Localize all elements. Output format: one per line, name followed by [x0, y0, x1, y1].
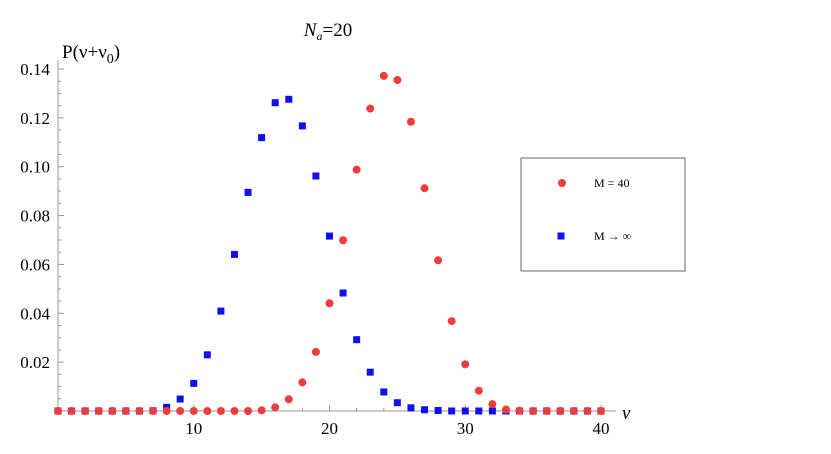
point-m40	[244, 407, 253, 415]
x-tick-label: 40	[593, 419, 610, 438]
point-m40	[352, 165, 361, 174]
point-m40	[298, 378, 307, 387]
point-minf	[258, 134, 266, 142]
data-points	[54, 71, 605, 415]
legend-marker-minf	[557, 232, 565, 240]
tick-marks	[58, 68, 602, 411]
point-minf	[366, 368, 374, 376]
y-tick-label: 0.14	[20, 60, 50, 79]
point-minf	[326, 232, 333, 240]
point-minf	[407, 404, 415, 412]
legend-label-minf: M → ∞	[594, 229, 631, 243]
point-m40	[203, 407, 212, 415]
point-m40	[325, 299, 334, 308]
y-tick-label: 0.04	[20, 304, 50, 323]
point-minf	[271, 99, 279, 107]
point-m40	[488, 400, 497, 409]
point-minf	[380, 388, 388, 396]
point-minf	[421, 406, 429, 414]
point-m40	[284, 395, 293, 404]
legend-marker-m40	[558, 179, 566, 187]
x-axis-label: ν	[622, 403, 631, 424]
point-m40	[379, 71, 388, 80]
point-m40	[501, 405, 510, 414]
y-axis-label: P(ν+ν0)	[62, 42, 120, 67]
point-m40	[162, 407, 171, 415]
legend-box	[520, 157, 686, 272]
point-m40	[81, 407, 90, 415]
point-m40	[257, 406, 266, 415]
point-m40	[230, 407, 239, 415]
point-m40	[94, 407, 103, 415]
point-m40	[461, 360, 470, 369]
point-minf	[339, 289, 347, 297]
point-minf	[298, 122, 306, 130]
point-minf	[217, 307, 225, 315]
point-m40	[189, 407, 198, 415]
point-m40	[474, 386, 483, 395]
point-m40	[597, 407, 605, 415]
point-m40	[108, 407, 117, 415]
point-m40	[556, 407, 565, 415]
y-tick-label: 0.02	[20, 353, 50, 372]
point-m40	[542, 407, 551, 415]
x-tick-label: 30	[457, 419, 474, 438]
point-m40	[339, 236, 348, 245]
point-minf	[244, 188, 252, 196]
y-tick-label: 0.12	[20, 109, 50, 128]
point-m40	[447, 317, 456, 326]
point-m40	[529, 407, 538, 415]
x-tick-label: 10	[185, 419, 202, 438]
point-minf	[285, 95, 293, 103]
point-m40	[121, 407, 130, 415]
point-minf	[475, 407, 483, 415]
y-tick-label: 0.08	[20, 207, 50, 226]
point-m40	[176, 407, 185, 415]
legend-label-m40: M = 40	[594, 176, 629, 190]
point-m40	[67, 407, 76, 415]
point-m40	[393, 75, 402, 84]
point-minf	[434, 407, 442, 415]
y-tick-label: 0.06	[20, 255, 50, 274]
point-m40	[366, 104, 375, 113]
point-m40	[54, 407, 62, 415]
point-minf	[190, 379, 198, 387]
point-minf	[230, 250, 238, 258]
point-m40	[271, 403, 280, 412]
point-minf	[353, 336, 361, 344]
point-minf	[312, 172, 320, 180]
legend: M = 40 M → ∞	[520, 157, 686, 272]
point-m40	[515, 406, 524, 415]
point-minf	[203, 351, 211, 359]
point-minf	[393, 399, 401, 407]
point-m40	[569, 407, 578, 415]
point-minf	[461, 407, 469, 415]
point-m40	[216, 407, 225, 415]
point-m40	[406, 117, 415, 126]
point-minf	[488, 407, 496, 415]
point-m40	[311, 347, 320, 356]
point-m40	[135, 407, 144, 415]
point-m40	[420, 184, 429, 193]
point-minf	[448, 407, 456, 415]
point-minf	[176, 395, 184, 403]
point-m40	[149, 407, 158, 415]
point-m40	[434, 256, 443, 265]
tick-labels: 10 20 30 40 0.02 0.04 0.06 0.08 0.10 0.12 0.14	[20, 60, 609, 438]
chart-title: Na=20	[303, 20, 352, 43]
x-tick-label: 20	[321, 419, 338, 438]
y-tick-label: 0.10	[20, 158, 50, 177]
point-m40	[583, 407, 592, 415]
